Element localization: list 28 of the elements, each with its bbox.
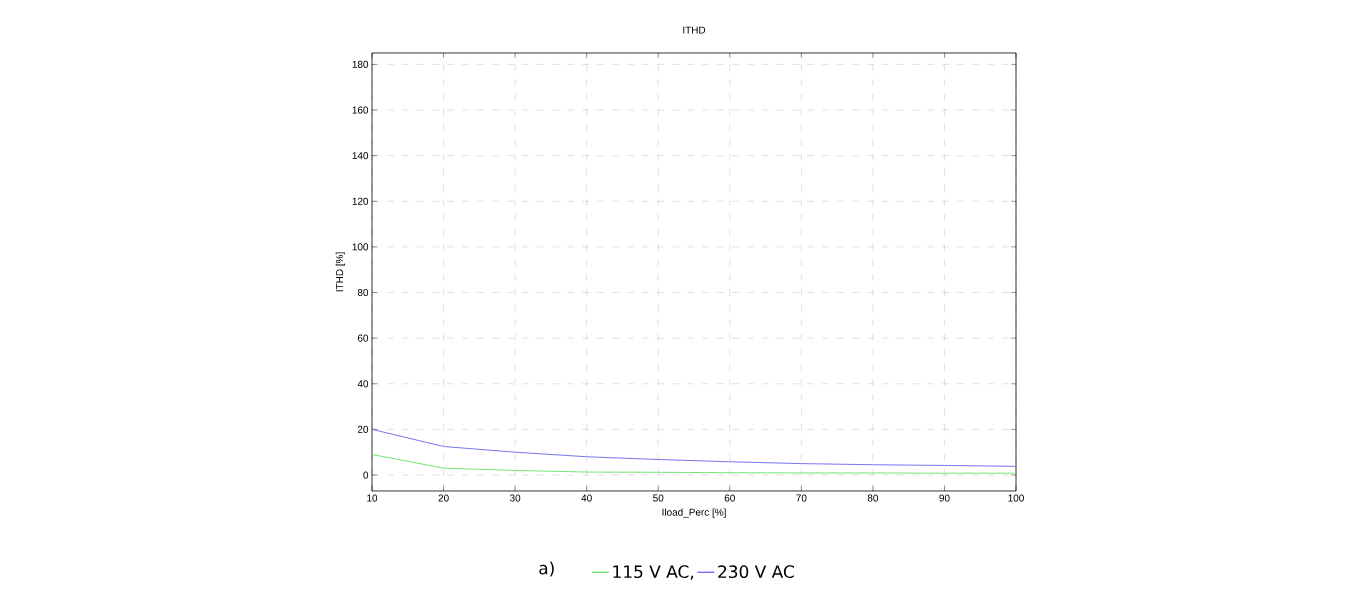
x-tick-label: 100: [1008, 494, 1024, 502]
x-tick-label: 10: [367, 494, 378, 502]
x-tick-label: 60: [724, 494, 735, 502]
y-tick-label: 0: [363, 471, 369, 479]
y-tick-label: 20: [357, 425, 369, 433]
legend-label: 115 V AC,: [613, 565, 694, 580]
legend-label: 230 V AC: [718, 565, 794, 579]
text: a): [539, 561, 554, 577]
y-tick-label: 100: [352, 243, 369, 251]
y-tick-label: 120: [352, 197, 369, 205]
y-tick-label: 160: [352, 106, 369, 114]
x-tick-label: 40: [581, 494, 592, 502]
line-series: [371, 428, 1017, 467]
x-tick-label: 50: [653, 494, 664, 502]
chart-title: ITHD: [683, 26, 706, 34]
y-tick-label: 180: [352, 60, 369, 68]
y-axis-title: ITHD [%]: [335, 252, 346, 292]
x-tick-label: 90: [939, 494, 950, 502]
y-tick-label: 40: [357, 380, 369, 388]
x-tick-label: 70: [796, 494, 807, 502]
y-tick-label: 80: [357, 288, 369, 297]
y-tick-label: 60: [357, 334, 369, 342]
y-tick-label: 140: [352, 152, 369, 160]
x-axis-title: Iload_Perc [%]: [662, 508, 726, 518]
x-tick-label: 80: [867, 494, 879, 502]
line-series: [371, 454, 1017, 474]
x-tick-label: 30: [509, 494, 521, 502]
x-tick-label: 20: [438, 494, 449, 502]
